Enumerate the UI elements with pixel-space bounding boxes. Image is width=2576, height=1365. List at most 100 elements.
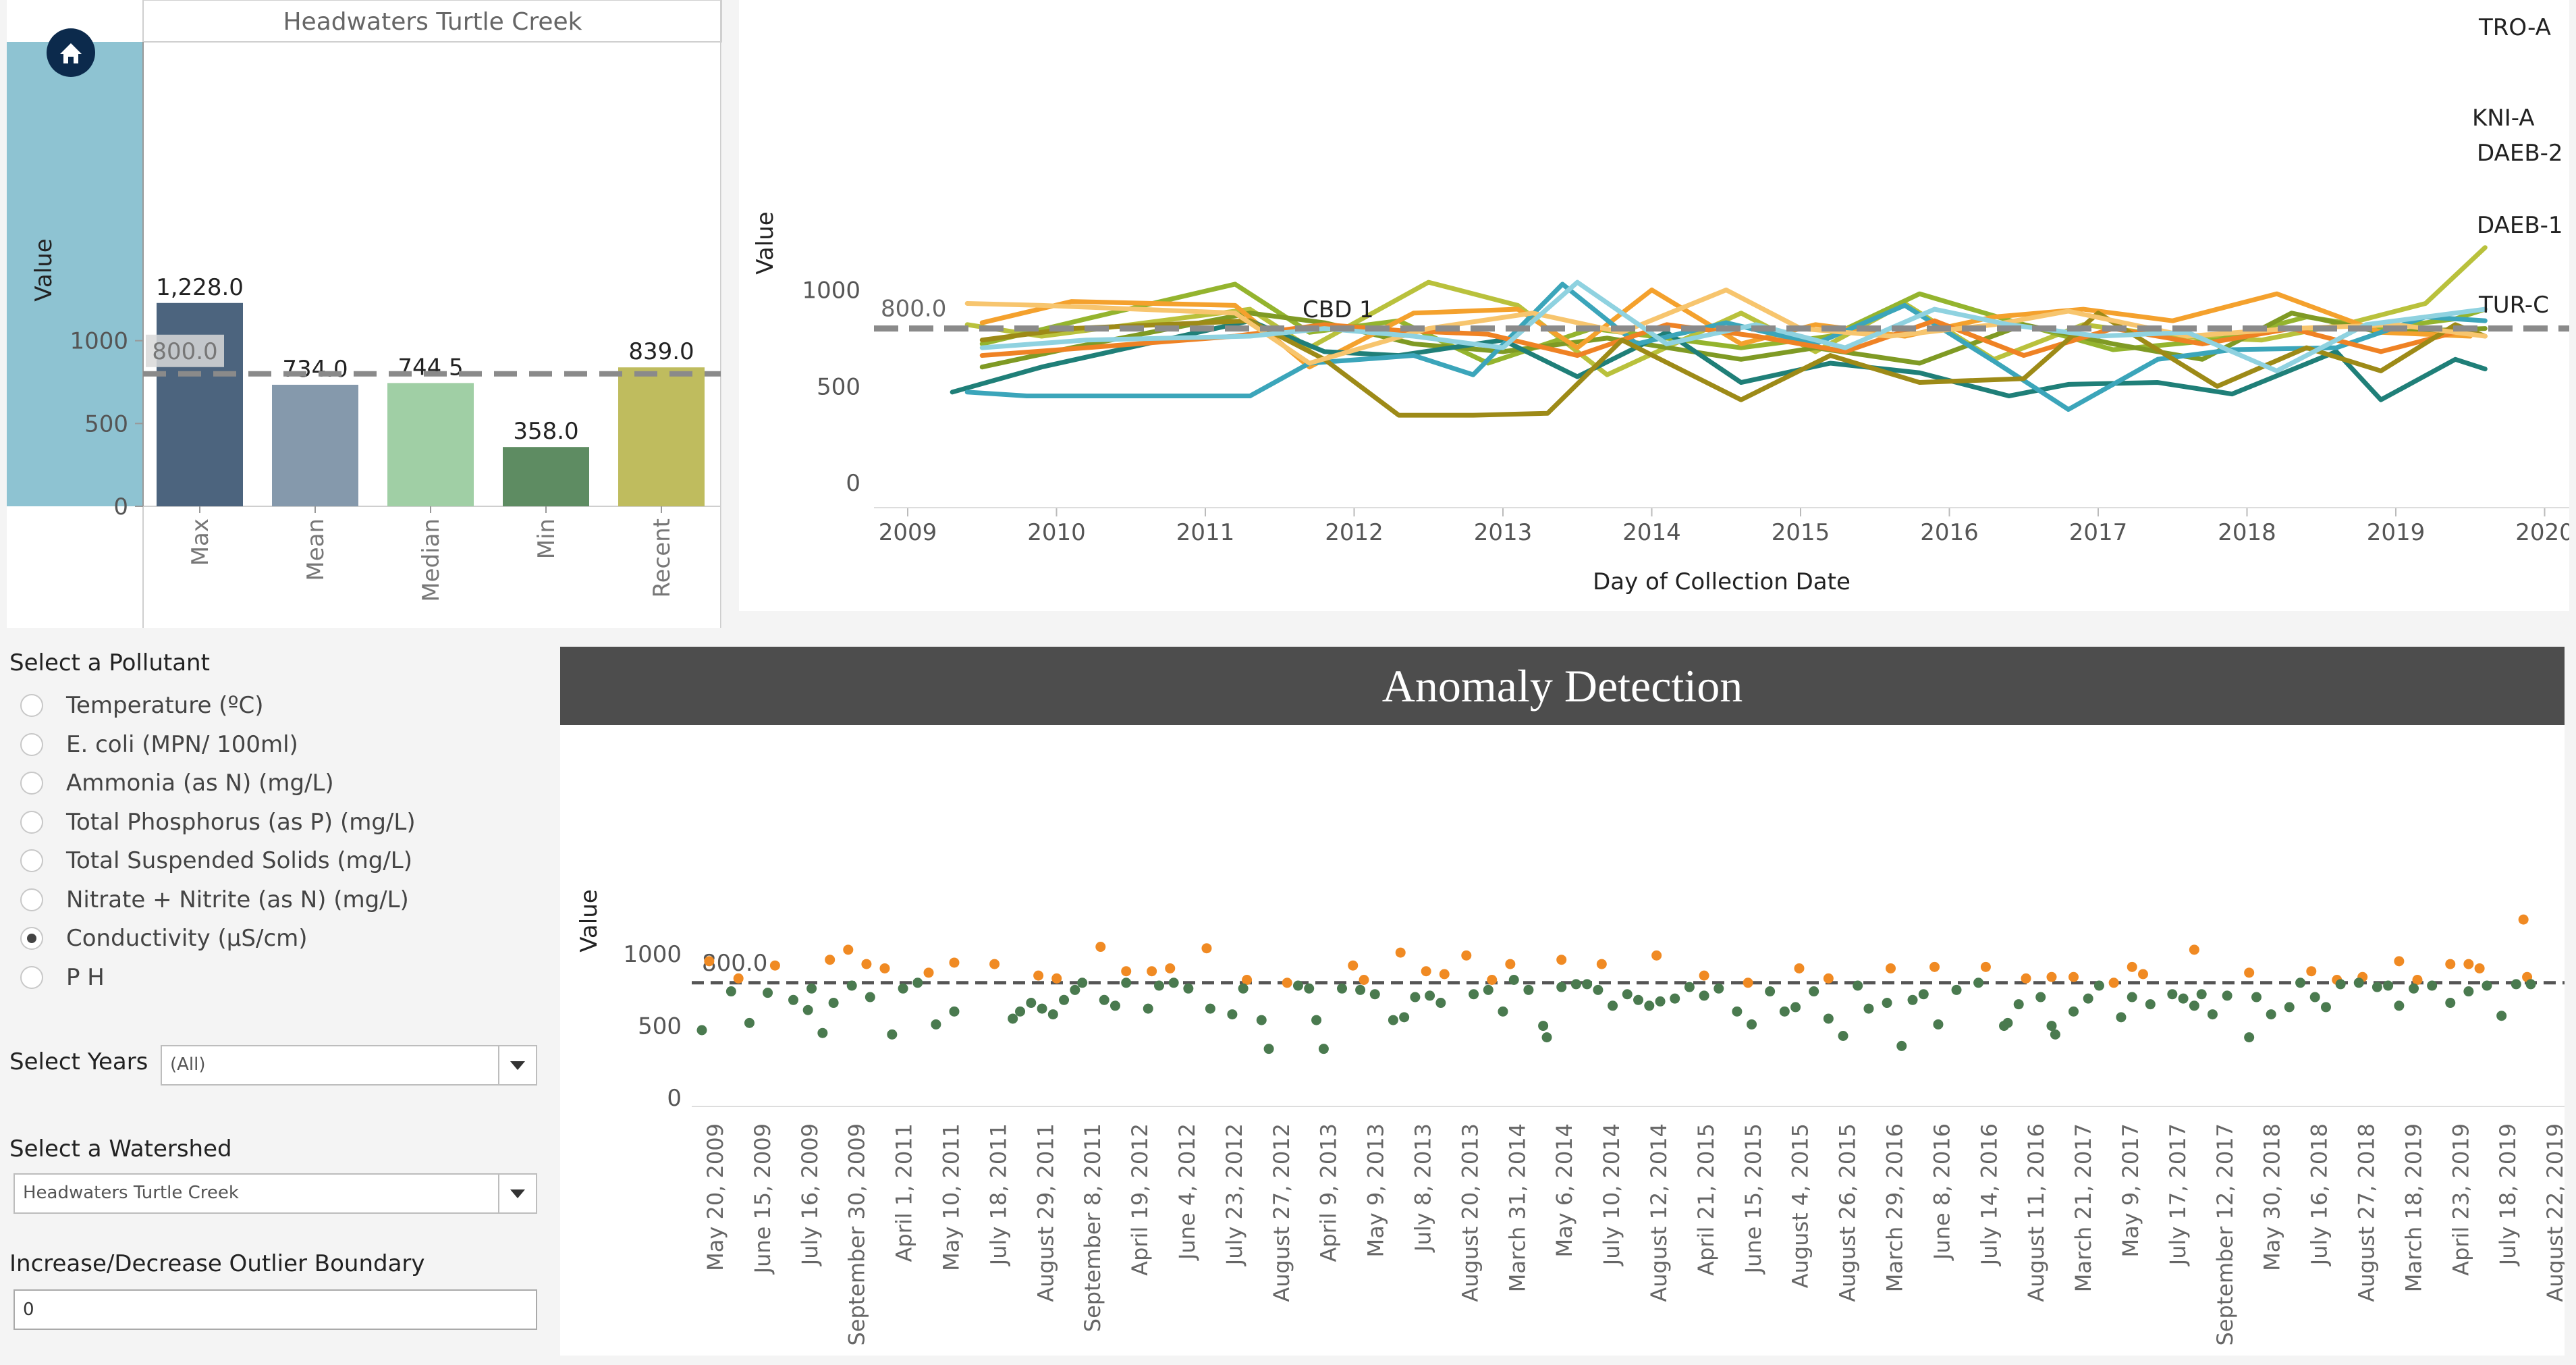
- anomaly-point: [1980, 961, 1991, 972]
- pollutant-option[interactable]: Total Suspended Solids (mg/L): [20, 844, 412, 878]
- trend-x-tick-label: 2015: [1772, 519, 1830, 546]
- normal-point: [2244, 1032, 2255, 1043]
- normal-point: [1399, 1012, 1410, 1023]
- normal-point: [2050, 1029, 2060, 1040]
- anomaly-x-label: May 10, 2011: [939, 1123, 964, 1271]
- outlier-input[interactable]: [13, 1289, 537, 1330]
- normal-point: [1047, 1009, 1058, 1020]
- radio-unselected[interactable]: [20, 849, 43, 872]
- anomaly-point: [1348, 960, 1359, 971]
- trend-series-end-label: TRO-A: [2478, 14, 2551, 41]
- trend-reference-line: 800.0: [874, 296, 2569, 332]
- home-button[interactable]: [47, 28, 95, 77]
- trend-x-tick-label: 2019: [2367, 519, 2426, 546]
- normal-point: [806, 983, 817, 994]
- anomaly-point: [704, 956, 715, 967]
- normal-point: [1541, 1032, 1552, 1043]
- normal-point: [2445, 998, 2456, 1009]
- trend-y-tick-label: 1000: [802, 277, 860, 304]
- anomaly-x-label: July 17, 2017: [2165, 1123, 2191, 1266]
- normal-point: [2002, 1017, 2013, 1028]
- normal-point: [949, 1006, 960, 1017]
- chevron-down-icon: [510, 1189, 525, 1198]
- normal-point: [1556, 982, 1567, 992]
- normal-point: [2013, 999, 2024, 1010]
- normal-point: [2222, 990, 2232, 1001]
- summary-y-tick-label: 1000: [70, 328, 128, 355]
- normal-point: [931, 1019, 941, 1029]
- anomaly-point: [1147, 966, 1157, 977]
- pollutant-option[interactable]: Conductivity (µS/cm): [20, 921, 308, 955]
- normal-point: [887, 1029, 898, 1040]
- normal-point: [1747, 1019, 1757, 1029]
- pollutant-option-label: Nitrate + Nitrite (as N) (mg/L): [66, 886, 409, 913]
- anomaly-title: Anomaly Detection: [1381, 660, 1743, 712]
- summary-x-label: Recent: [649, 518, 676, 598]
- summary-x-label: Max: [187, 518, 214, 566]
- years-dropdown[interactable]: (All): [161, 1045, 537, 1086]
- normal-point: [1918, 989, 1929, 1000]
- anomaly-point: [1886, 963, 1896, 973]
- normal-point: [1593, 984, 1604, 995]
- pollutant-option[interactable]: E. coli (MPN/ 100ml): [20, 728, 298, 761]
- radio-selected[interactable]: [20, 927, 43, 950]
- normal-point: [1655, 996, 1666, 1007]
- home-icon[interactable]: [60, 43, 82, 63]
- trend-x-ticks: 2009 2010 2011 2012 2013 2014 2015 2016 2017 2018…: [874, 507, 2574, 546]
- anomaly-point: [989, 959, 1000, 969]
- normal-point: [2266, 1009, 2276, 1020]
- radio-unselected[interactable]: [20, 694, 43, 717]
- watershed-dropdown-arrow[interactable]: [498, 1175, 536, 1212]
- anomaly-point: [1242, 975, 1253, 986]
- anomaly-x-label: September 12, 2017: [2212, 1123, 2238, 1346]
- summary-left-band: [7, 42, 143, 506]
- pollutant-option[interactable]: P H: [20, 961, 105, 994]
- normal-point: [2482, 980, 2492, 991]
- anomaly-x-label: August 20, 2013: [1457, 1123, 1483, 1302]
- normal-point: [1121, 978, 1132, 988]
- anomaly-point: [1121, 966, 1132, 977]
- pollutant-option[interactable]: Ammonia (as N) (mg/L): [20, 766, 334, 800]
- normal-point: [1823, 1013, 1834, 1024]
- watershed-dropdown[interactable]: Headwaters Turtle Creek: [13, 1173, 537, 1214]
- pollutant-option-label: P H: [66, 963, 105, 991]
- normal-point: [763, 988, 773, 998]
- normal-point: [912, 978, 923, 988]
- anomaly-point: [1033, 970, 1044, 981]
- radio-unselected[interactable]: [20, 772, 43, 795]
- pollutant-option[interactable]: Nitrate + Nitrite (as N) (mg/L): [20, 883, 409, 917]
- summary-bar: [503, 447, 589, 506]
- anomaly-point: [733, 973, 744, 984]
- anomaly-point: [1823, 973, 1834, 984]
- normal-point: [2046, 1021, 2057, 1032]
- years-dropdown-arrow[interactable]: [498, 1046, 536, 1084]
- anomaly-x-label: July 23, 2012: [1222, 1123, 1247, 1266]
- anomaly-reference-line: 800.0: [692, 950, 2565, 985]
- normal-point: [2372, 982, 2382, 992]
- trend-series-line: [979, 318, 2473, 358]
- radio-unselected[interactable]: [20, 732, 43, 756]
- radio-unselected[interactable]: [20, 810, 43, 834]
- anomaly-point: [1461, 950, 1472, 961]
- anomaly-scatter-chart: Value 1000 500 0 800.0 May 20, 2009 June 15…: [576, 889, 2568, 1346]
- pollutant-label: Select a Pollutant: [9, 649, 210, 676]
- normal-point: [1263, 1044, 1274, 1054]
- normal-point: [1355, 984, 1366, 995]
- normal-point: [1684, 982, 1695, 992]
- normal-point: [2167, 989, 2178, 1000]
- radio-unselected[interactable]: [20, 965, 43, 989]
- pollutant-option[interactable]: Total Phosphorus (as P) (mg/L): [20, 805, 416, 839]
- normal-point: [2383, 980, 2394, 991]
- years-dropdown-value: (All): [170, 1054, 206, 1075]
- anomaly-x-label: July 16, 2009: [797, 1123, 823, 1266]
- anomaly-x-label: March 29, 2016: [1882, 1123, 1908, 1292]
- trend-y-tick-label: 500: [817, 373, 860, 400]
- anomaly-x-label: March 31, 2014: [1504, 1123, 1530, 1292]
- anomaly-point: [1794, 963, 1805, 973]
- normal-point: [1498, 1006, 1508, 1017]
- anomaly-point: [949, 957, 960, 968]
- anomaly-x-label: August 22, 2019: [2542, 1123, 2565, 1302]
- pollutant-option[interactable]: Temperature (ºC): [20, 689, 263, 722]
- radio-unselected[interactable]: [20, 888, 43, 911]
- anomaly-x-label: September 30, 2009: [844, 1123, 870, 1346]
